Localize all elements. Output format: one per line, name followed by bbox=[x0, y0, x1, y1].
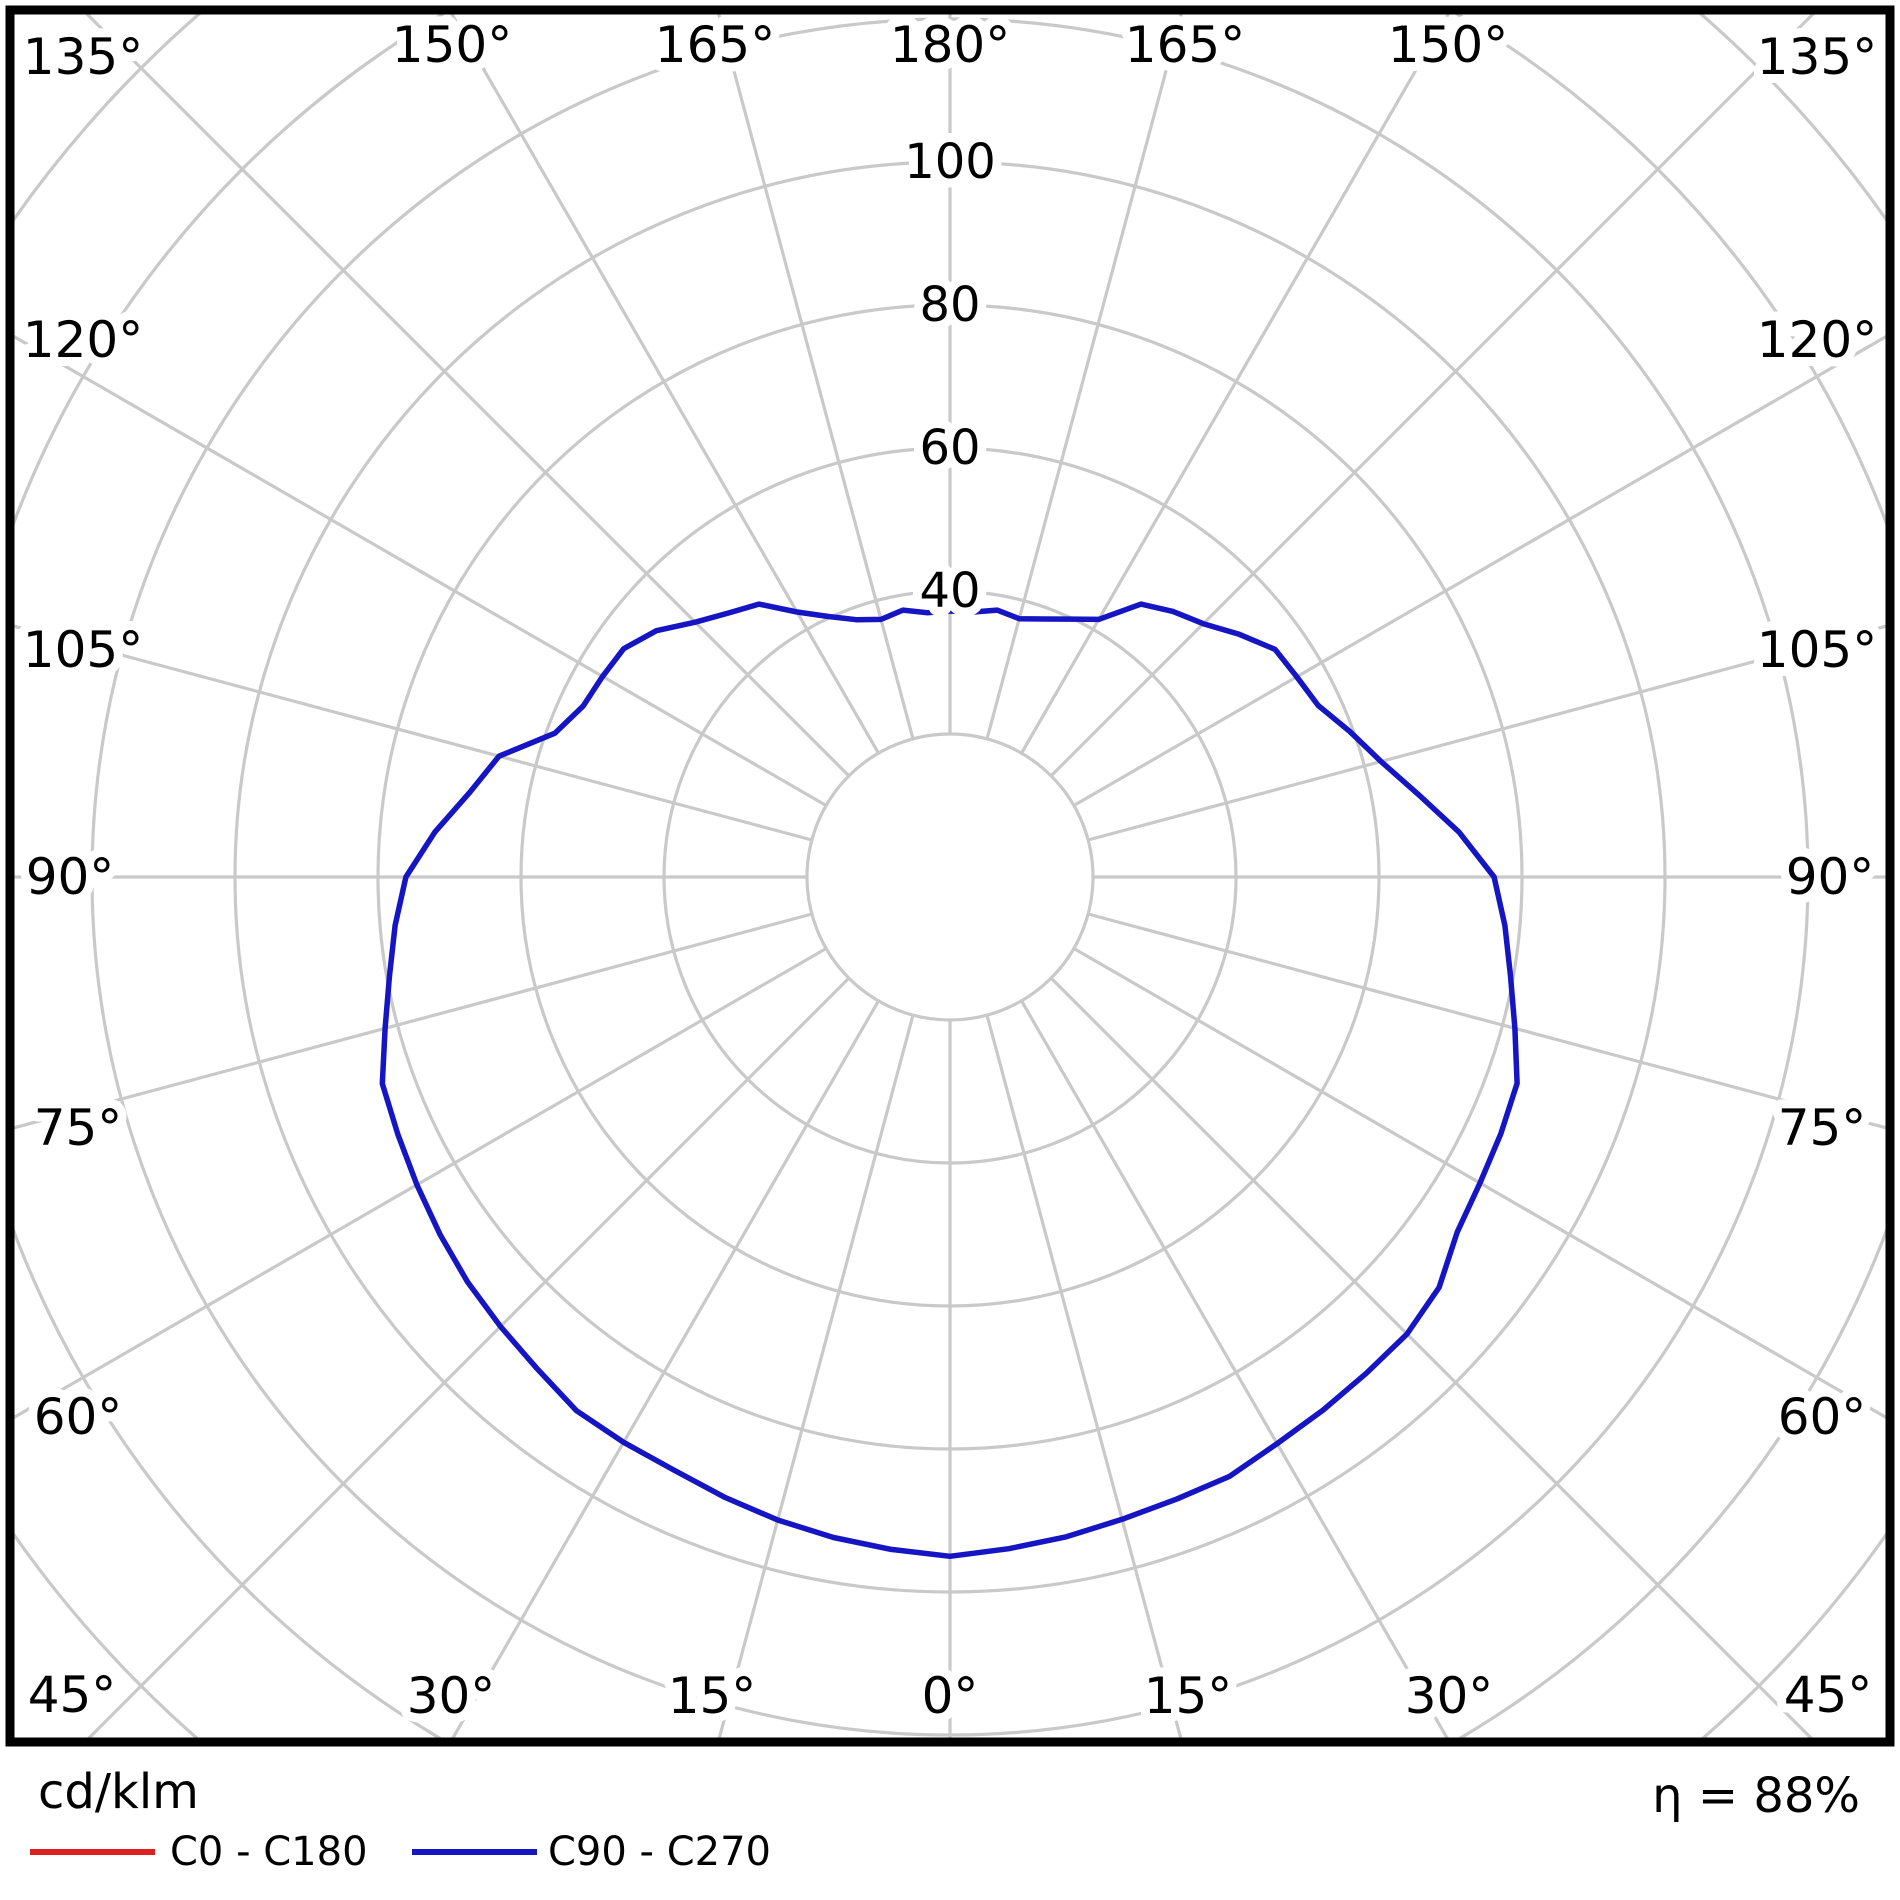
legend-label-c90-c270: C90 - C270 bbox=[548, 1829, 771, 1875]
radial-tick-label: 80 bbox=[919, 277, 980, 333]
radial-tick-label: 100 bbox=[904, 134, 996, 190]
angle-label: 150° bbox=[392, 16, 512, 74]
angle-label: 165° bbox=[1125, 16, 1245, 74]
angle-label: 105° bbox=[23, 621, 143, 679]
angle-label: 165° bbox=[655, 16, 775, 74]
angle-label: 60° bbox=[1778, 1388, 1867, 1446]
grid-ray-150 bbox=[1020, 14, 1450, 754]
grid-ray-240 bbox=[14, 335, 827, 807]
angle-label: 30° bbox=[407, 1667, 496, 1725]
legend-swatch-c90-c270 bbox=[412, 1849, 537, 1855]
angle-label: 180° bbox=[890, 16, 1010, 74]
angle-label: 105° bbox=[1757, 621, 1877, 679]
legend-swatch-c0-c180 bbox=[30, 1849, 155, 1855]
grid-ray-120 bbox=[1073, 335, 1886, 807]
unit-label: cd/klm bbox=[38, 1764, 199, 1820]
angle-label: 75° bbox=[1778, 1099, 1867, 1157]
angle-label: 45° bbox=[1784, 1666, 1873, 1724]
axis-labels: 135° 150° 165° 180° 165° 150° 135° 120° 120° 105°… bbox=[14, 7, 1886, 1734]
angle-label: 90° bbox=[26, 848, 115, 906]
angle-label: 135° bbox=[1757, 28, 1877, 86]
angle-label: 15° bbox=[668, 1667, 757, 1725]
grid-ray-285 bbox=[14, 912, 813, 1130]
grid-ray-75 bbox=[1087, 912, 1886, 1130]
angle-label: 0° bbox=[922, 1667, 979, 1725]
efficiency-label: η = 88% bbox=[1652, 1768, 1860, 1824]
plot-frame bbox=[5, 5, 1895, 1747]
grid-ray-30 bbox=[1020, 1000, 1449, 1738]
grid-ray-255 bbox=[14, 624, 813, 842]
angle-label: 15° bbox=[1144, 1667, 1233, 1725]
legend-label-c0-c180: C0 - C180 bbox=[170, 1829, 368, 1875]
angle-label: 75° bbox=[34, 1099, 123, 1157]
legend: C0 - C180 C90 - C270 bbox=[0, 1826, 1900, 1878]
angle-label: 150° bbox=[1388, 16, 1508, 74]
grid-ray-165 bbox=[985, 14, 1183, 740]
grid-ray-225 bbox=[85, 14, 851, 778]
angle-label: 120° bbox=[1757, 311, 1877, 369]
grid-ray-60 bbox=[1073, 947, 1886, 1419]
grid-ray-300 bbox=[14, 947, 827, 1419]
grid-ring-20 bbox=[805, 732, 1095, 1022]
curve-c90-c270 bbox=[379, 601, 1520, 1560]
grid-ray-135 bbox=[1049, 14, 1815, 778]
grid-ray-195 bbox=[717, 14, 915, 740]
grid-ray-345 bbox=[717, 1014, 915, 1738]
angle-label: 135° bbox=[23, 28, 143, 86]
grid-ray-315 bbox=[87, 976, 851, 1738]
grid-ray-15 bbox=[985, 1014, 1183, 1738]
angle-label: 90° bbox=[1786, 848, 1875, 906]
curves bbox=[379, 601, 1520, 1560]
grid-ray-210 bbox=[450, 14, 880, 754]
radial-tick-label: 60 bbox=[919, 420, 980, 476]
angle-label: 60° bbox=[34, 1388, 123, 1446]
grid-ray-45 bbox=[1049, 976, 1813, 1738]
grid-ray-105 bbox=[1087, 624, 1886, 842]
angle-label: 45° bbox=[28, 1666, 117, 1724]
angle-label: 120° bbox=[23, 311, 143, 369]
grid-ray-330 bbox=[451, 1000, 880, 1738]
radial-tick-label: 40 bbox=[919, 563, 980, 619]
angle-label: 30° bbox=[1405, 1667, 1494, 1725]
